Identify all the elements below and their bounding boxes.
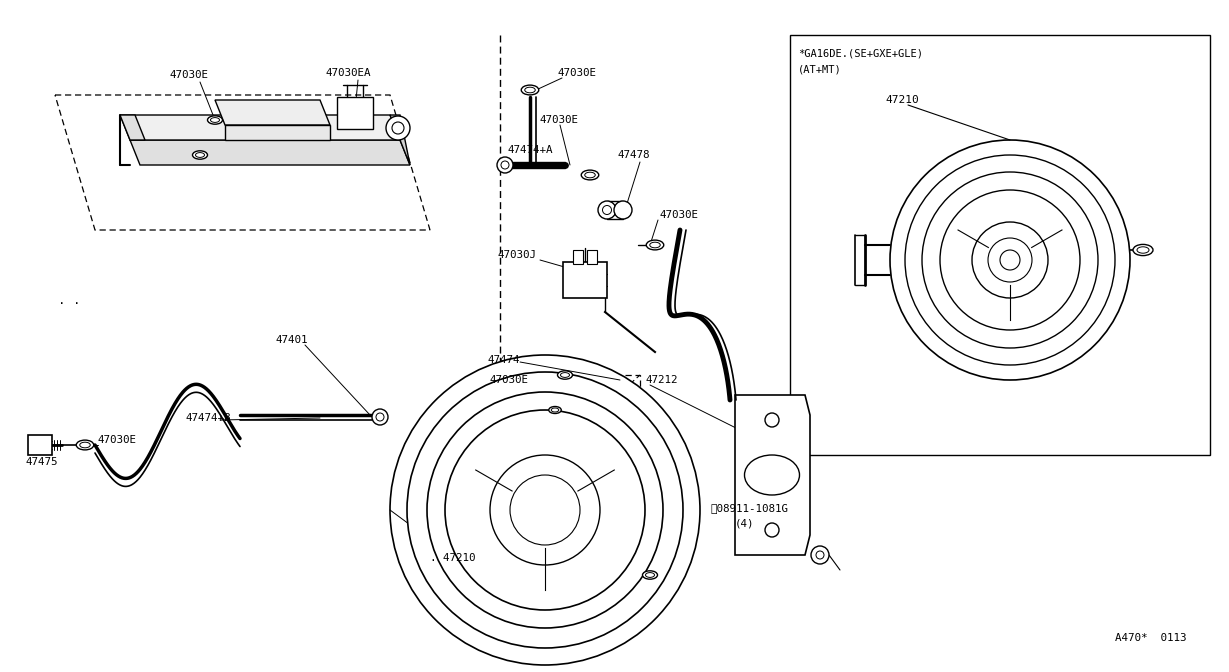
Circle shape <box>445 410 645 610</box>
Text: 47474: 47474 <box>488 355 521 365</box>
Circle shape <box>386 116 410 140</box>
Text: 47478: 47478 <box>618 150 650 160</box>
Ellipse shape <box>646 240 664 250</box>
Circle shape <box>972 222 1048 298</box>
Circle shape <box>614 201 632 219</box>
Ellipse shape <box>525 87 536 93</box>
Polygon shape <box>225 125 331 140</box>
Circle shape <box>372 409 388 425</box>
Text: 47030E: 47030E <box>558 68 597 78</box>
Text: 47030EA: 47030EA <box>324 68 370 78</box>
Text: 47474+B: 47474+B <box>186 413 231 423</box>
Ellipse shape <box>585 172 595 178</box>
Circle shape <box>905 155 1115 365</box>
Circle shape <box>890 140 1129 380</box>
Circle shape <box>1000 250 1020 270</box>
Text: 47401: 47401 <box>275 335 307 345</box>
Polygon shape <box>55 95 430 230</box>
Text: 47212: 47212 <box>645 375 677 385</box>
Ellipse shape <box>195 153 204 157</box>
Ellipse shape <box>76 440 93 450</box>
Polygon shape <box>390 115 410 165</box>
Ellipse shape <box>560 372 569 378</box>
Text: 47030J: 47030J <box>497 250 536 260</box>
Circle shape <box>497 157 512 173</box>
Text: 47474+A: 47474+A <box>508 145 553 155</box>
Circle shape <box>510 475 580 545</box>
Circle shape <box>407 372 683 648</box>
Circle shape <box>764 413 779 427</box>
Ellipse shape <box>581 170 599 180</box>
Circle shape <box>376 413 383 421</box>
Circle shape <box>501 161 509 169</box>
Ellipse shape <box>645 573 655 577</box>
Bar <box>28 435 52 455</box>
Polygon shape <box>120 115 145 140</box>
Ellipse shape <box>208 116 222 124</box>
Circle shape <box>764 523 779 537</box>
Ellipse shape <box>80 442 90 448</box>
Text: 47210: 47210 <box>885 95 919 105</box>
Text: 47030E: 47030E <box>98 435 136 445</box>
Ellipse shape <box>1133 245 1153 255</box>
Text: (AT+MT): (AT+MT) <box>798 65 842 75</box>
Text: . .: . . <box>58 294 81 306</box>
Circle shape <box>811 546 830 564</box>
Polygon shape <box>120 115 399 140</box>
Text: A470*  0113: A470* 0113 <box>1115 633 1186 643</box>
Text: 47030E: 47030E <box>660 210 699 220</box>
Text: 47475: 47475 <box>25 457 58 467</box>
Ellipse shape <box>558 371 573 379</box>
Text: ⓝ08911-1081G: ⓝ08911-1081G <box>710 503 788 513</box>
Circle shape <box>392 122 404 134</box>
Circle shape <box>390 355 701 665</box>
Ellipse shape <box>549 407 562 413</box>
Polygon shape <box>215 100 331 125</box>
Ellipse shape <box>650 242 660 248</box>
Text: *GA16DE.(SE+GXE+GLE): *GA16DE.(SE+GXE+GLE) <box>798 48 923 58</box>
Circle shape <box>602 206 612 214</box>
Text: 47030E: 47030E <box>540 115 579 125</box>
Polygon shape <box>735 395 810 555</box>
Bar <box>790 35 1211 455</box>
Circle shape <box>988 238 1032 282</box>
Ellipse shape <box>1137 247 1149 253</box>
Ellipse shape <box>552 408 559 412</box>
Bar <box>587 250 597 264</box>
Circle shape <box>816 551 823 559</box>
Bar <box>563 262 607 298</box>
Circle shape <box>426 392 662 628</box>
Circle shape <box>490 455 600 565</box>
Text: (4): (4) <box>735 519 755 529</box>
Bar <box>337 97 372 129</box>
Polygon shape <box>130 140 410 165</box>
Circle shape <box>940 190 1080 330</box>
Ellipse shape <box>745 455 800 495</box>
Text: 47030E: 47030E <box>170 70 209 80</box>
Ellipse shape <box>643 571 658 579</box>
Ellipse shape <box>521 85 538 95</box>
Ellipse shape <box>193 151 208 159</box>
Text: . 47210: . 47210 <box>430 553 476 563</box>
Circle shape <box>599 201 616 219</box>
Circle shape <box>922 172 1097 348</box>
Bar <box>573 250 583 264</box>
Text: 47030E: 47030E <box>490 375 528 385</box>
Ellipse shape <box>210 118 220 122</box>
